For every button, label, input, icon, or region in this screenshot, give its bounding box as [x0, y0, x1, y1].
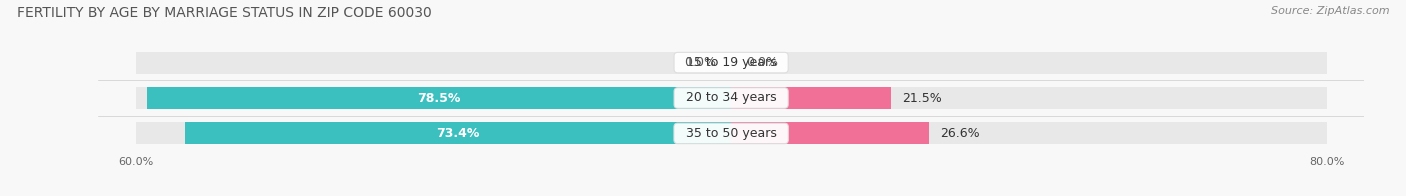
Bar	[731, 52, 1327, 74]
Text: 15 to 19 years: 15 to 19 years	[678, 56, 785, 69]
Text: 78.5%: 78.5%	[418, 92, 461, 104]
Bar	[731, 87, 1327, 109]
Text: 35 to 50 years: 35 to 50 years	[678, 127, 785, 140]
Bar	[146, 87, 731, 109]
Bar	[731, 87, 891, 109]
Text: Source: ZipAtlas.com: Source: ZipAtlas.com	[1271, 6, 1389, 16]
Bar	[135, 122, 731, 144]
Bar	[731, 122, 929, 144]
Text: 0.0%: 0.0%	[685, 56, 716, 69]
Text: 0.0%: 0.0%	[747, 56, 778, 69]
Bar	[184, 122, 731, 144]
Text: 20 to 34 years: 20 to 34 years	[678, 92, 785, 104]
Text: 21.5%: 21.5%	[903, 92, 942, 104]
Bar	[731, 122, 1327, 144]
Text: 26.6%: 26.6%	[941, 127, 980, 140]
Bar	[135, 87, 731, 109]
Text: FERTILITY BY AGE BY MARRIAGE STATUS IN ZIP CODE 60030: FERTILITY BY AGE BY MARRIAGE STATUS IN Z…	[17, 6, 432, 20]
Bar	[135, 52, 731, 74]
Text: 73.4%: 73.4%	[436, 127, 479, 140]
